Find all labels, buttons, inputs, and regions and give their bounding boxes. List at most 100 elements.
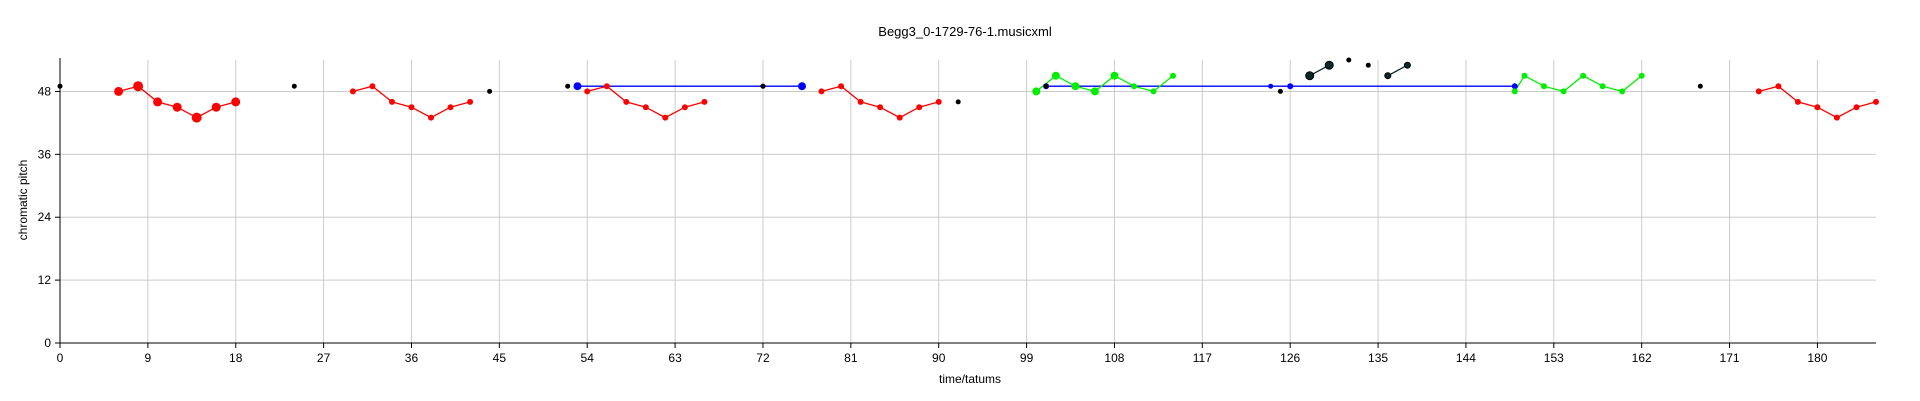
x-tick-label: 117 bbox=[1193, 351, 1212, 365]
black-data-point bbox=[565, 83, 571, 89]
red-data-point bbox=[1873, 98, 1879, 105]
red-data-point bbox=[681, 104, 688, 111]
x-tick-label: 171 bbox=[1720, 351, 1740, 365]
x-tick-label: 144 bbox=[1456, 351, 1476, 365]
chart-title: Begg3_0-1729-76-1.musicxml bbox=[878, 24, 1052, 39]
red-data-point bbox=[231, 97, 241, 107]
green-data-point bbox=[1131, 83, 1137, 90]
y-tick-label: 36 bbox=[38, 147, 52, 161]
red-data-point bbox=[428, 114, 434, 121]
red-data-point bbox=[172, 102, 182, 112]
black-data-point bbox=[487, 88, 493, 94]
green-data-point bbox=[1051, 71, 1060, 80]
dark-data-point bbox=[1305, 71, 1315, 81]
x-tick-label: 126 bbox=[1280, 351, 1300, 365]
red-data-point bbox=[1794, 98, 1801, 105]
y-tick-label: 0 bbox=[44, 336, 51, 350]
blue-data-point bbox=[1287, 83, 1294, 90]
green-data-point bbox=[1541, 83, 1547, 90]
red-data-point bbox=[662, 114, 669, 121]
green-data-point bbox=[1521, 72, 1528, 79]
x-tick-label: 54 bbox=[581, 351, 595, 365]
black-data-point bbox=[1043, 83, 1049, 89]
y-tick-label: 24 bbox=[38, 210, 52, 224]
red-data-point bbox=[408, 104, 415, 111]
black-data-point bbox=[57, 83, 63, 89]
red-data-point bbox=[857, 98, 864, 105]
green-data-point bbox=[1150, 88, 1157, 95]
x-tick-label: 180 bbox=[1807, 351, 1827, 365]
x-tick-label: 36 bbox=[405, 351, 419, 365]
red-data-point bbox=[191, 112, 202, 123]
green-data-point bbox=[1599, 83, 1606, 90]
red-data-point bbox=[623, 98, 630, 105]
black-data-point bbox=[1277, 88, 1283, 94]
red-data-point bbox=[935, 98, 942, 105]
green-data-point bbox=[1090, 87, 1099, 96]
red-data-point bbox=[211, 102, 221, 112]
red-data-point bbox=[877, 104, 884, 111]
green-series-line bbox=[1514, 74, 1643, 93]
red-data-point bbox=[1833, 114, 1840, 121]
black-data-point bbox=[1346, 57, 1352, 63]
dark-data-point bbox=[1324, 60, 1334, 70]
x-tick-label: 99 bbox=[1020, 351, 1034, 365]
red-series-line bbox=[587, 85, 705, 119]
x-tick-label: 0 bbox=[57, 351, 64, 365]
red-data-point bbox=[467, 98, 474, 105]
red-data-point bbox=[349, 88, 356, 95]
y-tick-label: 12 bbox=[38, 273, 52, 287]
x-tick-label: 153 bbox=[1544, 351, 1564, 365]
green-data-point bbox=[1619, 88, 1626, 95]
black-data-point bbox=[1365, 62, 1371, 68]
x-tick-label: 72 bbox=[756, 351, 770, 365]
x-tick-label: 63 bbox=[668, 351, 682, 365]
red-data-point bbox=[818, 88, 825, 95]
x-tick-label: 9 bbox=[145, 351, 152, 365]
x-tick-label: 162 bbox=[1632, 351, 1652, 365]
red-data-point bbox=[389, 98, 395, 105]
black-data-point bbox=[1697, 83, 1703, 89]
dark-data-point bbox=[1384, 72, 1392, 80]
red-data-point bbox=[584, 88, 591, 95]
green-data-point bbox=[1110, 71, 1119, 80]
grid-layer bbox=[60, 60, 1876, 343]
dark-series-line bbox=[1387, 64, 1408, 77]
green-data-point bbox=[1638, 72, 1645, 79]
red-data-point bbox=[114, 86, 124, 96]
green-data-point bbox=[1511, 88, 1518, 95]
x-tick-label: 81 bbox=[844, 351, 858, 365]
green-data-point bbox=[1071, 82, 1080, 91]
red-data-point bbox=[133, 81, 144, 92]
x-tick-label: 90 bbox=[932, 351, 946, 365]
red-data-point bbox=[369, 83, 376, 90]
blue-data-point bbox=[1268, 83, 1274, 89]
red-data-point bbox=[1755, 88, 1762, 95]
green-data-point bbox=[1032, 87, 1041, 96]
blue-data-point bbox=[1511, 83, 1518, 90]
axis-layer: 0 9 18 27 36 45 54 63 72 81 90 99 108 117 126 135 144 153… bbox=[38, 58, 1876, 365]
y-axis-label: chromatic pitch bbox=[16, 160, 30, 241]
red-data-point bbox=[701, 98, 708, 105]
data-points-layer bbox=[57, 57, 1879, 123]
red-data-point bbox=[838, 83, 845, 90]
x-tick-label: 108 bbox=[1104, 351, 1124, 365]
red-data-point bbox=[916, 104, 923, 111]
red-series-line bbox=[821, 85, 939, 119]
red-data-point bbox=[1814, 104, 1821, 111]
blue-data-point bbox=[573, 82, 582, 91]
black-data-point bbox=[291, 83, 297, 89]
black-data-point bbox=[760, 83, 766, 89]
blue-data-point bbox=[798, 82, 806, 91]
dark-data-point bbox=[1403, 61, 1411, 69]
red-data-point bbox=[447, 104, 454, 111]
red-data-point bbox=[603, 83, 610, 90]
red-data-point bbox=[1853, 104, 1860, 111]
green-data-point bbox=[1170, 72, 1176, 79]
red-data-point bbox=[153, 97, 163, 107]
x-tick-label: 135 bbox=[1368, 351, 1388, 365]
green-data-point bbox=[1580, 72, 1587, 79]
x-axis-label: time/tatums bbox=[939, 372, 1001, 386]
